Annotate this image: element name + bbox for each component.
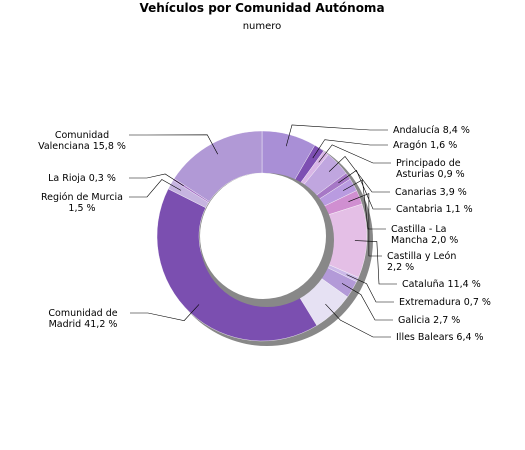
slice-label: Castilla y León 2,2 % (387, 251, 456, 273)
leader-line (312, 139, 388, 159)
leader-line (129, 134, 219, 155)
leader-line (348, 193, 382, 257)
leader-line (129, 173, 184, 187)
leader-line (341, 283, 393, 321)
slice-label: Galicia 2,7 % (398, 315, 460, 326)
slice-label: La Rioja 0,3 % (48, 173, 116, 184)
slice-label: Canarias 3,9 % (395, 187, 467, 198)
slice-label: Principado de Asturias 0,9 % (396, 158, 465, 180)
label-leaders (129, 124, 397, 338)
slice-label: Andalucía 8,4 % (393, 125, 470, 136)
leader-line (343, 179, 386, 230)
slice-label: Comunidad Valenciana 15,8 % (38, 130, 126, 152)
slice-comunidad-valenciana (173, 130, 263, 202)
leader-line (328, 155, 390, 193)
slice-labels: Andalucía 8,4 % Aragón 1,6 % Principado de… (38, 125, 491, 343)
slice-label: Cantabria 1,1 % (396, 204, 473, 215)
slice-label: Extremadura 0,7 % (399, 297, 491, 308)
donut-hole (200, 173, 326, 299)
slice-label: Región de Murcia 1,5 % (41, 192, 123, 214)
slice-label: Comunidad de Madrid 41,2 % (48, 308, 117, 330)
slice-label: Illes Balears 6,4 % (396, 332, 484, 343)
leader-line (338, 169, 391, 210)
leader-line (325, 303, 391, 338)
leader-line (354, 240, 397, 285)
leader-line (346, 274, 394, 303)
leader-line (285, 124, 388, 147)
leader-line (130, 304, 200, 321)
slice-label: Castilla - La Mancha 2,0 % (391, 224, 458, 246)
slice-label: Cataluña 11,4 % (402, 279, 481, 290)
chart-title: Vehículos por Comunidad Autónoma (139, 1, 384, 15)
slice-label: Aragón 1,6 % (393, 140, 457, 151)
leader-line (129, 179, 182, 198)
leader-line (318, 144, 391, 164)
chart-subtitle: numero (243, 21, 282, 32)
